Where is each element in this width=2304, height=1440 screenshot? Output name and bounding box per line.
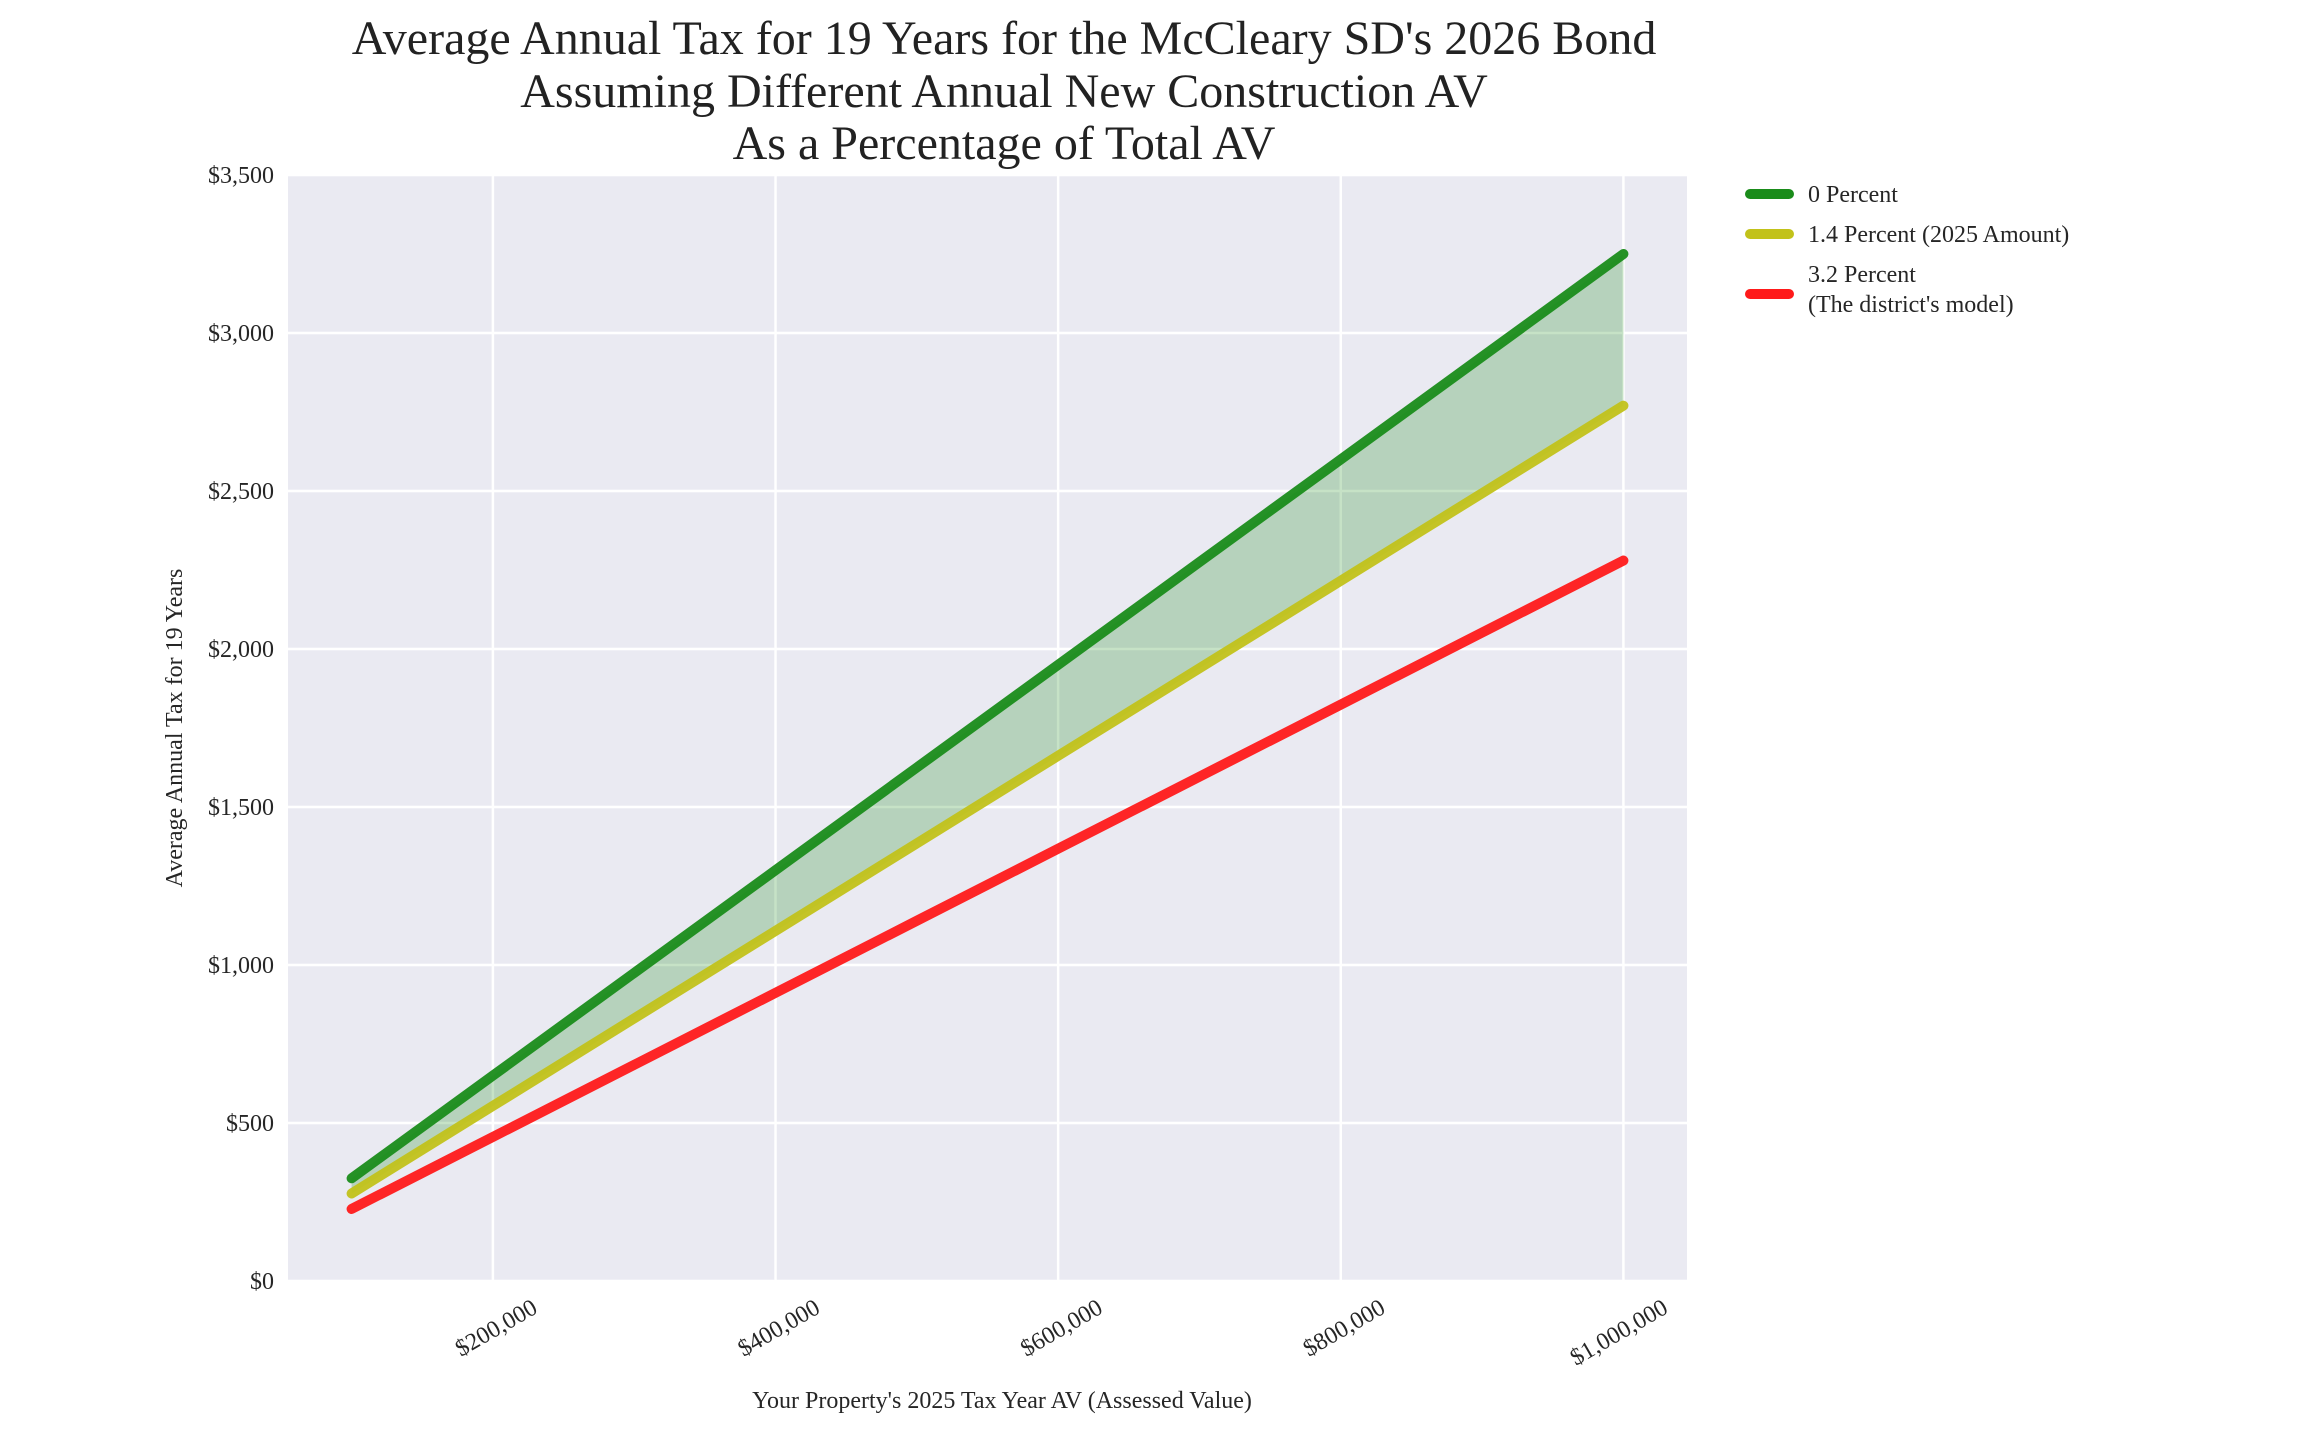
x-tick-label: $800,000 [1299,1295,1390,1363]
series-line [346,249,1629,1184]
legend-item: 0 Percent [1745,182,1898,208]
legend-item: 3.2 Percent (The district's model) [1745,262,2014,318]
x-tick-label: $200,000 [451,1295,542,1363]
y-tick-label: $1,000 [208,953,274,979]
legend-label: (The district's model) [1808,292,2014,318]
legend-item: 1.4 Percent (2025 Amount) [1745,222,2069,248]
x-tick-label: $400,000 [734,1295,825,1363]
title-line-1: Average Annual Tax for 19 Years for the … [352,12,1657,65]
x-tick-label: $600,000 [1016,1295,1107,1363]
legend-label: 3.2 Percent [1808,262,1916,288]
legend-label: 1.4 Percent (2025 Amount) [1808,222,2069,248]
y-tick-label: $3,000 [208,321,274,347]
y-tick-labels: $0 $500 $1,000 $1,500 $2,000 $2,500 $3,000 $3,5… [208,163,274,1295]
series-2 [346,555,1629,1214]
legend-label: 0 Percent [1808,182,1898,208]
plot-area [288,175,1687,1281]
y-tick-label: $1,500 [208,795,274,821]
y-axis-label: Average Annual Tax for 19 Years [162,569,188,888]
y-tick-label: $2,500 [208,479,274,505]
series-line [346,555,1629,1214]
title-line-3: As a Percentage of Total AV [733,117,1276,170]
y-tick-label: $2,000 [208,637,274,663]
series-line [346,400,1629,1199]
y-tick-label: $500 [226,1111,274,1137]
legend: 0 Percent 1.4 Percent (2025 Amount) 3.2 Pe… [1745,182,2069,318]
x-axis-label: Your Property's 2025 Tax Year AV (Assess… [752,1388,1252,1414]
series-lines [346,249,1629,1214]
y-tick-label: $0 [250,1269,274,1295]
series-1 [346,400,1629,1199]
title-line-2: Assuming Different Annual New Constructi… [520,65,1488,118]
x-tick-label: $1,000,000 [1566,1295,1673,1372]
series-0 [346,249,1629,1184]
y-tick-label: $3,500 [208,163,274,189]
chart-title: Average Annual Tax for 19 Years for the … [352,12,1657,170]
x-tick-labels: $200,000 $400,000 $600,000 $800,000 $1,000,0… [451,1295,1672,1372]
